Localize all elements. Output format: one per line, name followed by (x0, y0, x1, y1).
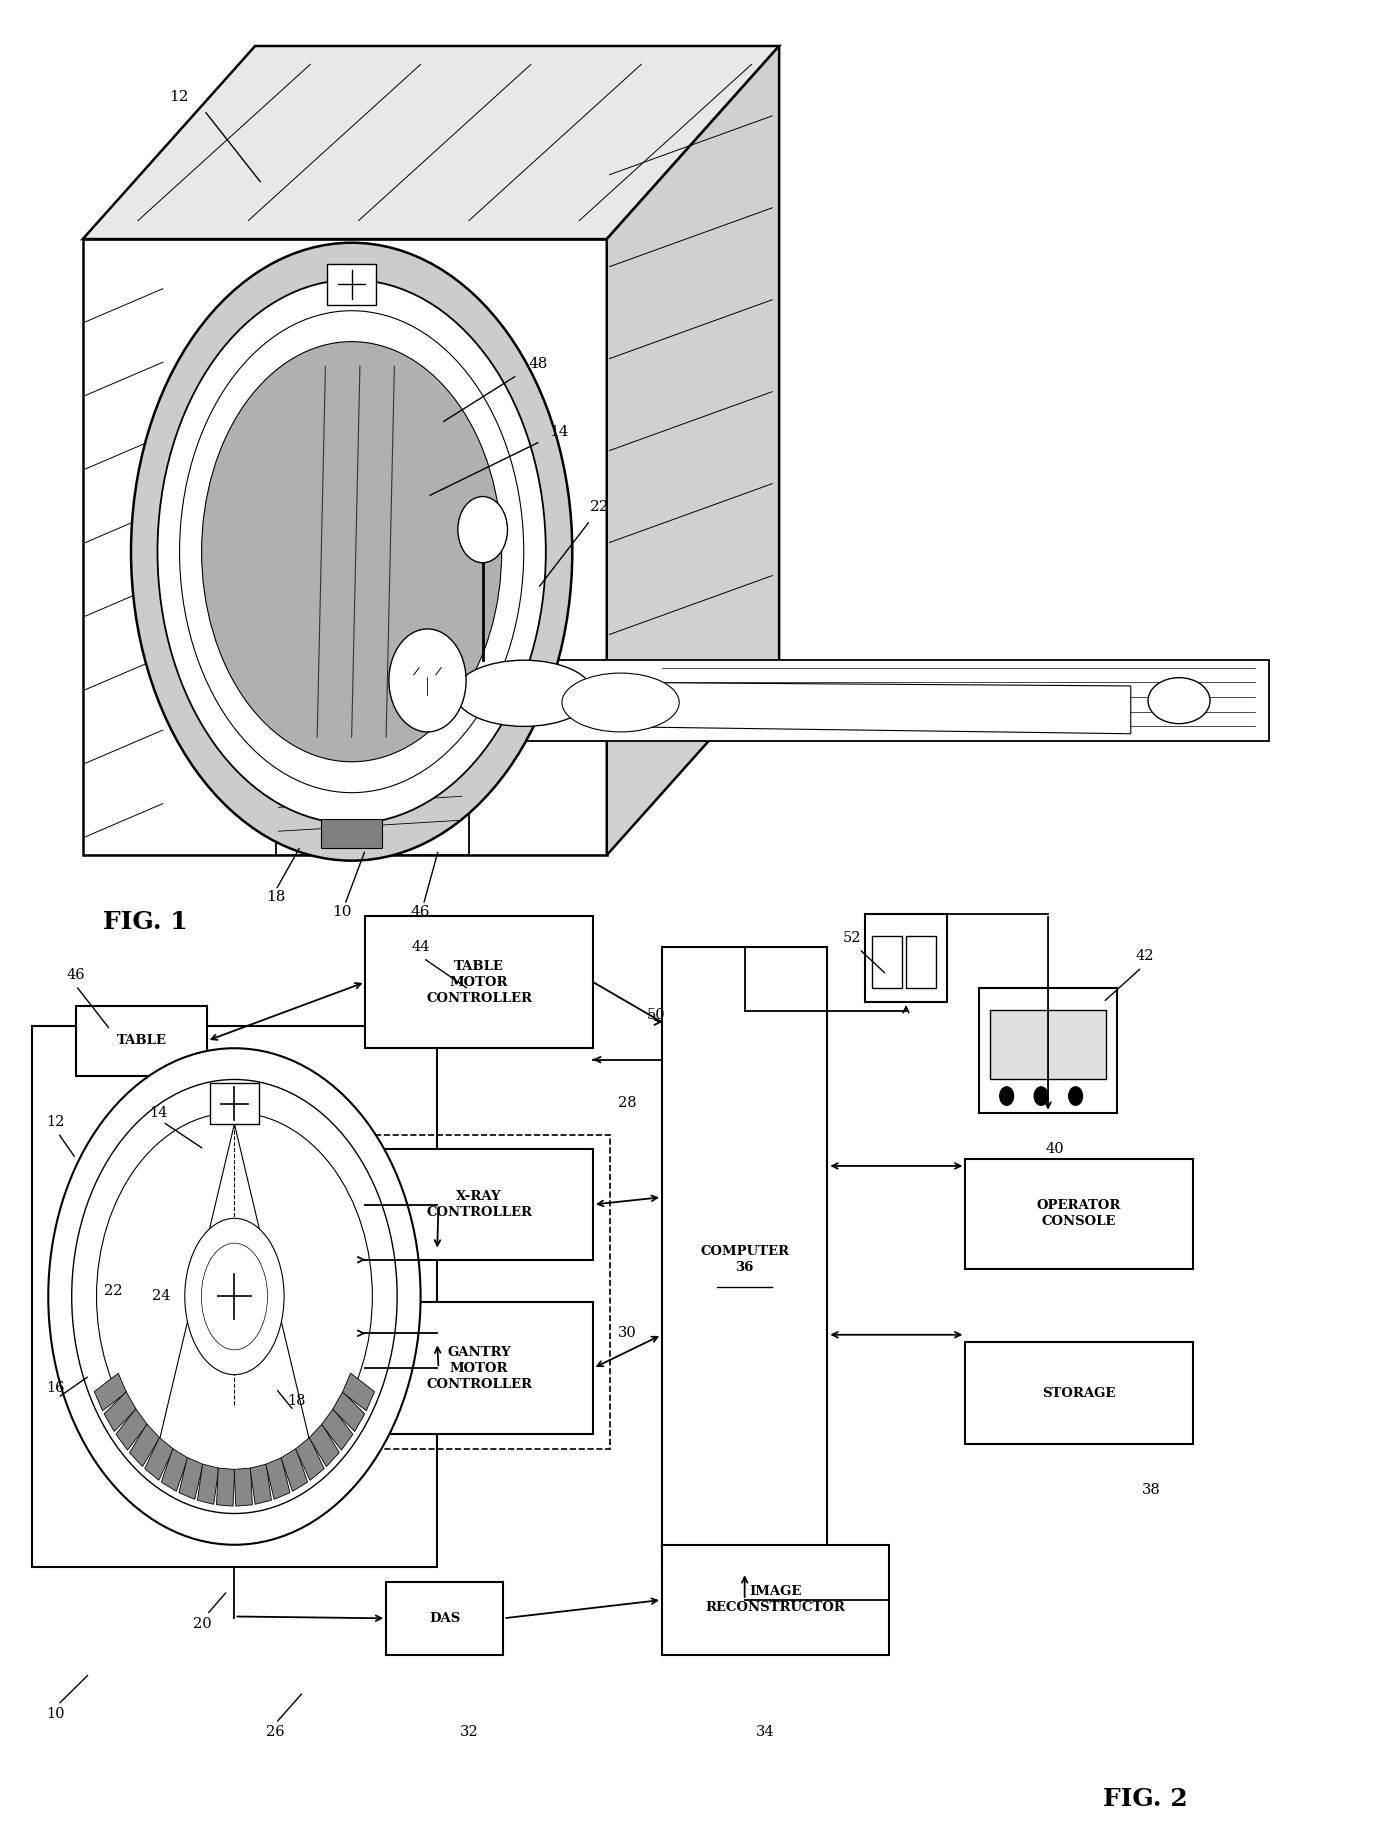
Text: 22: 22 (103, 1284, 123, 1298)
Text: 42: 42 (1135, 949, 1154, 964)
Text: 16: 16 (46, 1381, 65, 1396)
Text: IMAGE
RECONSTRUCTOR: IMAGE RECONSTRUCTOR (706, 1585, 845, 1615)
Polygon shape (276, 660, 1269, 741)
Bar (32, 1026, 437, 1567)
Bar (116, 1409, 148, 1451)
Bar (94, 1374, 127, 1411)
Text: 44: 44 (411, 940, 430, 954)
Text: GANTRY
MOTOR
CONTROLLER: GANTRY MOTOR CONTROLLER (426, 1346, 532, 1390)
Text: 14: 14 (549, 425, 568, 440)
Bar (990, 1010, 1106, 1079)
Bar (349, 1135, 610, 1449)
Text: 20: 20 (193, 1616, 212, 1631)
Ellipse shape (563, 673, 680, 732)
Text: 18: 18 (287, 1394, 306, 1409)
Bar (662, 947, 827, 1572)
Circle shape (1069, 1087, 1083, 1105)
Bar (386, 1582, 503, 1655)
Text: 18: 18 (266, 890, 285, 905)
Circle shape (458, 497, 507, 563)
Bar (342, 1374, 375, 1411)
Text: OPERATOR
CONSOLE: OPERATOR CONSOLE (1037, 1199, 1121, 1228)
Bar (327, 265, 376, 305)
Bar (281, 1449, 308, 1491)
Circle shape (48, 1048, 421, 1545)
Bar (250, 1464, 272, 1504)
Circle shape (97, 1113, 372, 1480)
Text: TABLE: TABLE (116, 1034, 167, 1048)
Polygon shape (276, 741, 469, 855)
Text: 34: 34 (756, 1725, 775, 1740)
Text: X-RAY
CONTROLLER: X-RAY CONTROLLER (426, 1190, 532, 1219)
Bar (979, 988, 1117, 1113)
Ellipse shape (201, 1243, 268, 1350)
Bar (872, 936, 902, 988)
Text: 40: 40 (1045, 1142, 1065, 1157)
Bar (365, 1149, 593, 1260)
Bar (130, 1423, 160, 1466)
Text: 14: 14 (149, 1105, 168, 1120)
Bar (197, 1464, 219, 1504)
Ellipse shape (157, 280, 546, 824)
Ellipse shape (131, 243, 572, 861)
Text: 50: 50 (647, 1008, 666, 1022)
Bar (105, 1392, 137, 1431)
Bar (365, 916, 593, 1048)
Text: 32: 32 (459, 1725, 479, 1740)
Circle shape (72, 1079, 397, 1513)
Text: 10: 10 (46, 1707, 65, 1721)
Text: 10: 10 (332, 905, 352, 920)
Bar (234, 1468, 252, 1506)
Ellipse shape (1149, 679, 1211, 725)
Text: 24: 24 (152, 1289, 171, 1304)
Text: STORAGE: STORAGE (1043, 1387, 1116, 1399)
Bar (145, 1438, 174, 1480)
Bar (965, 1159, 1193, 1269)
Text: 46: 46 (66, 967, 85, 982)
Bar (865, 914, 947, 1002)
Bar (295, 1438, 324, 1480)
Text: FIG. 1: FIG. 1 (103, 910, 188, 934)
Bar (179, 1458, 203, 1499)
Polygon shape (83, 46, 779, 239)
Text: 48: 48 (528, 357, 547, 371)
Bar (161, 1449, 188, 1491)
Bar (662, 1545, 889, 1655)
Circle shape (389, 629, 466, 732)
Bar (210, 1083, 259, 1124)
Polygon shape (607, 46, 779, 855)
Text: 26: 26 (266, 1725, 285, 1740)
Bar (365, 1302, 593, 1434)
Ellipse shape (455, 660, 593, 726)
Bar (332, 1392, 364, 1431)
Text: 12: 12 (170, 90, 189, 105)
Polygon shape (593, 682, 1131, 734)
Ellipse shape (179, 311, 524, 793)
Bar (76, 1006, 207, 1076)
Text: FIG. 2: FIG. 2 (1103, 1788, 1187, 1811)
Bar (965, 1342, 1193, 1444)
Bar (321, 818, 382, 848)
Text: 12: 12 (46, 1114, 65, 1129)
Text: 28: 28 (618, 1096, 637, 1111)
Ellipse shape (201, 342, 502, 761)
Text: 52: 52 (843, 931, 862, 945)
Text: 30: 30 (618, 1326, 637, 1341)
Text: 22: 22 (590, 500, 610, 515)
Text: COMPUTER
36: COMPUTER 36 (701, 1245, 789, 1274)
Bar (321, 1409, 353, 1451)
Text: 46: 46 (411, 905, 430, 920)
Circle shape (1000, 1087, 1014, 1105)
Circle shape (1034, 1087, 1048, 1105)
Bar (906, 936, 936, 988)
Bar (217, 1468, 234, 1506)
Text: TABLE
MOTOR
CONTROLLER: TABLE MOTOR CONTROLLER (426, 960, 532, 1004)
Ellipse shape (185, 1219, 284, 1376)
Polygon shape (83, 239, 607, 855)
Text: DAS: DAS (429, 1611, 461, 1626)
Text: 38: 38 (1142, 1482, 1161, 1497)
Bar (309, 1423, 339, 1466)
Bar (266, 1458, 290, 1499)
